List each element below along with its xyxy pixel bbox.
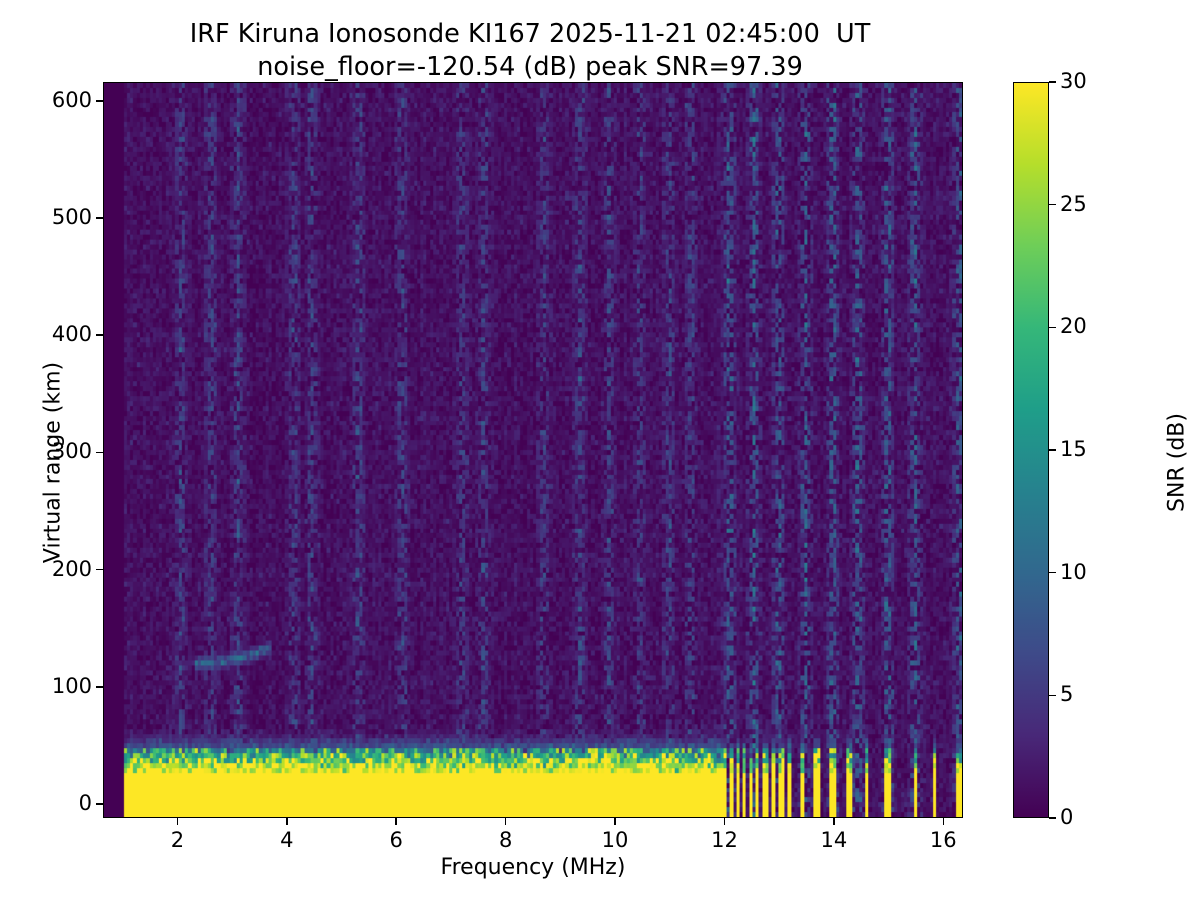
y-tick-label: 300 — [51, 439, 92, 464]
colorbar-tick-mark — [1049, 81, 1056, 83]
ionogram-plot-area — [103, 82, 963, 818]
colorbar-tick-mark — [1049, 203, 1056, 206]
x-tick-label: 14 — [820, 828, 848, 852]
figure-title: IRF Kiruna Ionosonde KI167 2025-11-21 02… — [0, 18, 1060, 84]
colorbar-tick-label: 10 — [1060, 559, 1087, 584]
y-tick-mark — [96, 803, 103, 805]
x-tick-label: 6 — [389, 828, 403, 852]
y-tick-label: 200 — [51, 556, 92, 581]
x-tick-mark — [176, 818, 179, 825]
colorbar-tick-mark — [1049, 817, 1056, 819]
colorbar-tick-mark — [1049, 571, 1056, 574]
y-tick-label: 400 — [51, 322, 92, 347]
x-tick-label: 8 — [498, 828, 513, 852]
y-tick-mark — [96, 99, 103, 102]
y-tick-mark — [96, 334, 103, 336]
y-axis-label: Virtual range (km) — [40, 361, 66, 564]
y-tick-label: 100 — [51, 673, 92, 698]
colorbar-tick-label: 15 — [1060, 437, 1087, 461]
colorbar-tick-label: 20 — [1060, 314, 1087, 339]
x-tick-mark — [395, 818, 398, 825]
y-tick-mark — [96, 217, 103, 219]
colorbar — [1013, 82, 1049, 818]
x-tick-label: 4 — [280, 828, 294, 852]
x-axis-label: Frequency (MHz) — [440, 855, 626, 880]
x-tick-mark — [833, 818, 835, 825]
x-tick-label: 2 — [170, 828, 185, 852]
x-tick-label: 10 — [601, 828, 629, 852]
x-tick-mark — [942, 818, 945, 825]
y-tick-mark — [96, 568, 103, 571]
y-tick-label: 0 — [78, 790, 92, 815]
y-tick-label: 500 — [51, 204, 92, 229]
y-tick-label: 600 — [51, 87, 92, 112]
x-tick-mark — [504, 818, 507, 825]
colorbar-gradient — [1014, 83, 1048, 817]
colorbar-tick-mark — [1049, 326, 1056, 329]
x-tick-mark — [614, 818, 616, 825]
title-line-2: noise_floor=-120.54 (dB) peak SNR=97.39 — [257, 52, 803, 83]
colorbar-tick-label: 0 — [1060, 805, 1074, 829]
y-tick-mark — [96, 685, 103, 688]
colorbar-label: SNR (dB) — [1164, 413, 1190, 512]
colorbar-tick-label: 5 — [1060, 682, 1074, 707]
colorbar-tick-mark — [1049, 694, 1056, 697]
x-tick-mark — [286, 818, 288, 825]
colorbar-tick-mark — [1049, 449, 1056, 451]
y-tick-mark — [96, 451, 103, 454]
x-tick-label: 16 — [929, 828, 957, 852]
ionogram-heatmap — [104, 83, 962, 817]
colorbar-tick-label: 30 — [1060, 69, 1087, 93]
title-line-1: IRF Kiruna Ionosonde KI167 2025-11-21 02… — [189, 19, 871, 49]
colorbar-tick-label: 25 — [1060, 191, 1087, 216]
x-tick-label: 12 — [711, 828, 738, 852]
x-tick-mark — [723, 818, 726, 825]
